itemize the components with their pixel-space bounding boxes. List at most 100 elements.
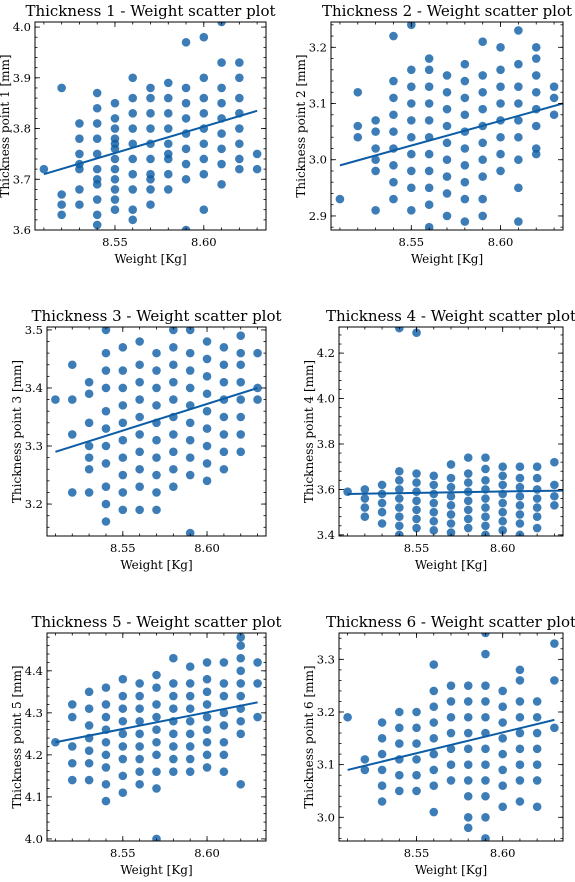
data-point	[532, 776, 542, 785]
y-tick-label: 3.4	[25, 381, 43, 395]
data-point	[163, 78, 173, 88]
data-point	[360, 503, 370, 512]
data-point	[236, 447, 246, 457]
data-point	[219, 750, 229, 760]
data-point	[429, 507, 439, 517]
data-point	[429, 765, 439, 775]
data-point	[181, 159, 191, 169]
data-point	[236, 691, 246, 701]
data-point	[498, 498, 507, 508]
data-point	[118, 343, 128, 352]
data-point	[478, 138, 487, 148]
scatter-panel-2: 8.55 8.60 2.9 3.0 3.1 3.2 Thickness 2 - Weight…	[294, 2, 572, 266]
data-point	[92, 195, 102, 204]
data-point	[101, 796, 111, 806]
data-point	[163, 185, 173, 194]
data-point	[532, 712, 542, 722]
data-point	[92, 88, 102, 98]
data-point	[496, 166, 505, 176]
data-point	[185, 754, 195, 764]
data-point	[429, 686, 439, 696]
data-point	[377, 749, 387, 759]
data-point	[101, 406, 111, 416]
data-point	[219, 767, 229, 776]
data-point	[101, 482, 111, 491]
data-point	[235, 124, 244, 133]
data-point	[407, 65, 416, 75]
x-tick-label: 8.55	[404, 846, 430, 860]
data-point	[146, 200, 155, 209]
chart-title: Thickness 4 - Weight scatter plot	[326, 307, 575, 325]
data-point	[202, 658, 212, 667]
data-point	[253, 395, 262, 404]
data-point	[253, 679, 262, 688]
data-point	[202, 372, 212, 381]
data-point	[57, 200, 66, 209]
data-point	[463, 469, 473, 478]
data-point	[67, 775, 77, 785]
data-point	[360, 765, 370, 775]
chart-title: Thickness 6 - Weight scatter plot	[326, 613, 575, 631]
data-point	[496, 43, 505, 52]
data-point	[463, 744, 473, 754]
data-point	[75, 149, 84, 159]
data-point	[532, 473, 542, 483]
data-point	[110, 114, 120, 123]
data-point	[371, 144, 380, 153]
data-point	[67, 395, 77, 404]
data-point	[252, 149, 262, 159]
data-point	[531, 71, 541, 80]
data-point	[67, 742, 77, 751]
data-point	[424, 149, 434, 159]
data-point	[377, 519, 387, 528]
data-point	[202, 441, 212, 451]
data-point	[152, 712, 161, 722]
data-point	[110, 164, 120, 174]
data-point	[412, 487, 421, 497]
data-point	[481, 697, 490, 706]
data-point	[424, 54, 434, 63]
data-point	[481, 512, 490, 521]
data-point	[146, 124, 155, 133]
y-axis-label: Thickness point 1 [mm]	[0, 54, 12, 197]
data-point	[84, 704, 94, 713]
data-point	[236, 395, 246, 404]
data-point	[429, 734, 439, 743]
data-point	[446, 760, 456, 769]
y-tick-label: 4.4	[25, 664, 43, 678]
data-point	[169, 464, 178, 474]
data-point	[429, 718, 439, 727]
data-point	[236, 412, 246, 422]
y-tick-label: 3.9	[13, 71, 31, 85]
data-point	[498, 718, 507, 727]
data-point	[442, 87, 452, 97]
y-tick-label: 3.0	[317, 810, 335, 824]
regression-line	[347, 718, 555, 771]
data-point	[550, 480, 559, 490]
points-group	[335, 22, 559, 230]
data-point	[463, 681, 473, 690]
data-point	[110, 139, 120, 149]
points-group	[39, 22, 262, 230]
data-point	[335, 194, 345, 204]
data-point	[185, 729, 195, 739]
data-point	[199, 205, 209, 215]
data-point	[101, 383, 111, 393]
data-point	[412, 707, 421, 717]
data-point	[412, 496, 421, 506]
data-point	[463, 496, 473, 506]
data-point	[446, 510, 456, 519]
data-point	[169, 653, 178, 663]
data-point	[412, 723, 421, 733]
data-point	[92, 119, 102, 128]
data-point	[185, 435, 195, 445]
data-point	[496, 65, 505, 75]
data-point	[407, 82, 416, 91]
data-point	[407, 132, 416, 142]
data-point	[532, 462, 542, 472]
data-point	[169, 360, 178, 370]
data-point	[185, 470, 195, 480]
data-point	[550, 457, 559, 467]
data-point	[84, 453, 94, 462]
